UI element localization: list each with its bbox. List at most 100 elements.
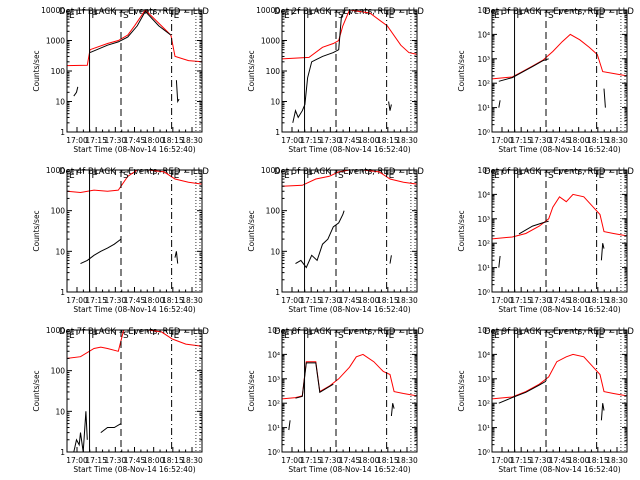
- x-tick-label: 17:45: [339, 136, 361, 145]
- x-tick-label: 18:30: [606, 456, 628, 465]
- plot-area: [492, 330, 627, 452]
- y-axis-label: Counts/sec: [32, 370, 41, 411]
- y-tick-label: 10⁵: [267, 326, 280, 335]
- y-tick-label: 10⁵: [477, 6, 490, 15]
- y-tick-label: 1000: [46, 326, 65, 335]
- event-marker-label: E: [284, 171, 290, 181]
- y-tick-label: 1: [275, 288, 280, 297]
- y-tick-label: 10000: [41, 6, 65, 15]
- y-tick-label: 100: [51, 207, 66, 216]
- x-tick-label: 17:45: [124, 456, 146, 465]
- x-tick-label: 18:15: [587, 136, 609, 145]
- events-series-line: [80, 238, 179, 265]
- x-tick-label: 17:00: [281, 456, 303, 465]
- y-tick-label: 10³: [267, 375, 280, 384]
- y-axis-label: Counts/sec: [32, 210, 41, 251]
- plot-area: [282, 10, 417, 132]
- lld-series-line: [492, 193, 627, 240]
- x-tick-label: 18:15: [587, 296, 609, 305]
- x-tick-label: 18:00: [358, 456, 380, 465]
- lld-series-line: [492, 353, 627, 400]
- plot-area: [67, 170, 202, 292]
- y-tick-label: 10⁰: [477, 128, 490, 137]
- x-tick-label: 17:45: [339, 456, 361, 465]
- y-tick-label: 10¹: [477, 424, 490, 433]
- y-tick-label: 10³: [477, 215, 490, 224]
- y-tick-label: 1: [275, 128, 280, 137]
- y-tick-label: 10²: [477, 399, 490, 408]
- y-tick-label: 10⁰: [477, 448, 490, 457]
- event-marker-label: E: [284, 11, 290, 21]
- x-tick-label: 17:00: [281, 296, 303, 305]
- y-tick-label: 10: [55, 247, 65, 256]
- y-tick-label: 100: [266, 207, 281, 216]
- event-marker-label: S: [548, 331, 554, 341]
- lld-series-line: [282, 353, 417, 400]
- y-tick-label: 10: [270, 98, 280, 107]
- events-series-line: [498, 380, 605, 421]
- x-tick-label: 18:00: [358, 296, 380, 305]
- y-tick-label: 100: [51, 67, 66, 76]
- x-tick-label: 18:30: [181, 136, 203, 145]
- y-tick-label: 1000: [261, 37, 280, 46]
- event-marker-label: S: [548, 11, 554, 21]
- y-tick-label: 10²: [267, 399, 280, 408]
- y-tick-label: 10³: [477, 55, 490, 64]
- lld-series-line: [67, 330, 202, 359]
- plot-area: [282, 170, 417, 292]
- lld-series-line: [282, 10, 417, 60]
- x-tick-label: 17:45: [549, 296, 571, 305]
- y-tick-label: 10²: [477, 79, 490, 88]
- event-marker-label: S: [338, 171, 344, 181]
- events-series-line: [73, 411, 122, 452]
- plot-area: [282, 330, 417, 452]
- x-tick-label: 18:15: [587, 456, 609, 465]
- y-tick-label: 10: [55, 98, 65, 107]
- y-tick-label: 10⁵: [477, 166, 490, 175]
- x-tick-label: 17:15: [510, 456, 532, 465]
- y-tick-label: 10⁴: [477, 30, 490, 39]
- x-tick-label: 17:15: [510, 136, 532, 145]
- y-tick-label: 10¹: [477, 264, 490, 273]
- x-tick-label: 17:45: [549, 456, 571, 465]
- axes-frame: [491, 9, 628, 133]
- events-series-line: [498, 220, 605, 268]
- event-marker-label: F: [307, 11, 312, 21]
- plot-area: [67, 10, 202, 132]
- x-tick-label: 18:15: [162, 456, 184, 465]
- x-axis-label: Start Time (08-Nov-14 16:52:40): [288, 305, 410, 314]
- event-marker-label: E: [494, 331, 500, 341]
- x-tick-label: 17:00: [66, 136, 88, 145]
- x-tick-label: 17:15: [85, 296, 107, 305]
- x-tick-label: 17:30: [530, 456, 552, 465]
- events-series-line: [73, 10, 180, 104]
- event-marker-label: F: [517, 331, 522, 341]
- x-tick-label: 18:00: [358, 136, 380, 145]
- event-marker-label: E: [69, 331, 75, 341]
- x-axis-label: Start Time (08-Nov-14 16:52:40): [73, 465, 195, 474]
- x-tick-label: 17:30: [320, 296, 342, 305]
- x-tick-label: 18:15: [377, 136, 399, 145]
- x-tick-label: 18:00: [143, 296, 165, 305]
- y-axis-label: Counts/sec: [457, 50, 466, 91]
- event-marker-label: F: [92, 11, 97, 21]
- y-tick-label: 10: [55, 407, 65, 416]
- x-tick-label: 17:00: [491, 136, 513, 145]
- events-series-line: [292, 10, 392, 123]
- x-tick-label: 17:15: [300, 136, 322, 145]
- y-tick-label: 10⁰: [477, 288, 490, 297]
- y-tick-label: 1000: [46, 37, 65, 46]
- x-tick-label: 18:15: [377, 456, 399, 465]
- x-tick-label: 18:00: [143, 136, 165, 145]
- x-tick-label: 18:00: [143, 456, 165, 465]
- x-axis-label: Start Time (08-Nov-14 16:52:40): [498, 465, 620, 474]
- y-axis-label: Counts/sec: [247, 370, 256, 411]
- axes-frame: [281, 329, 418, 453]
- x-axis-label: Start Time (08-Nov-14 16:52:40): [73, 145, 195, 154]
